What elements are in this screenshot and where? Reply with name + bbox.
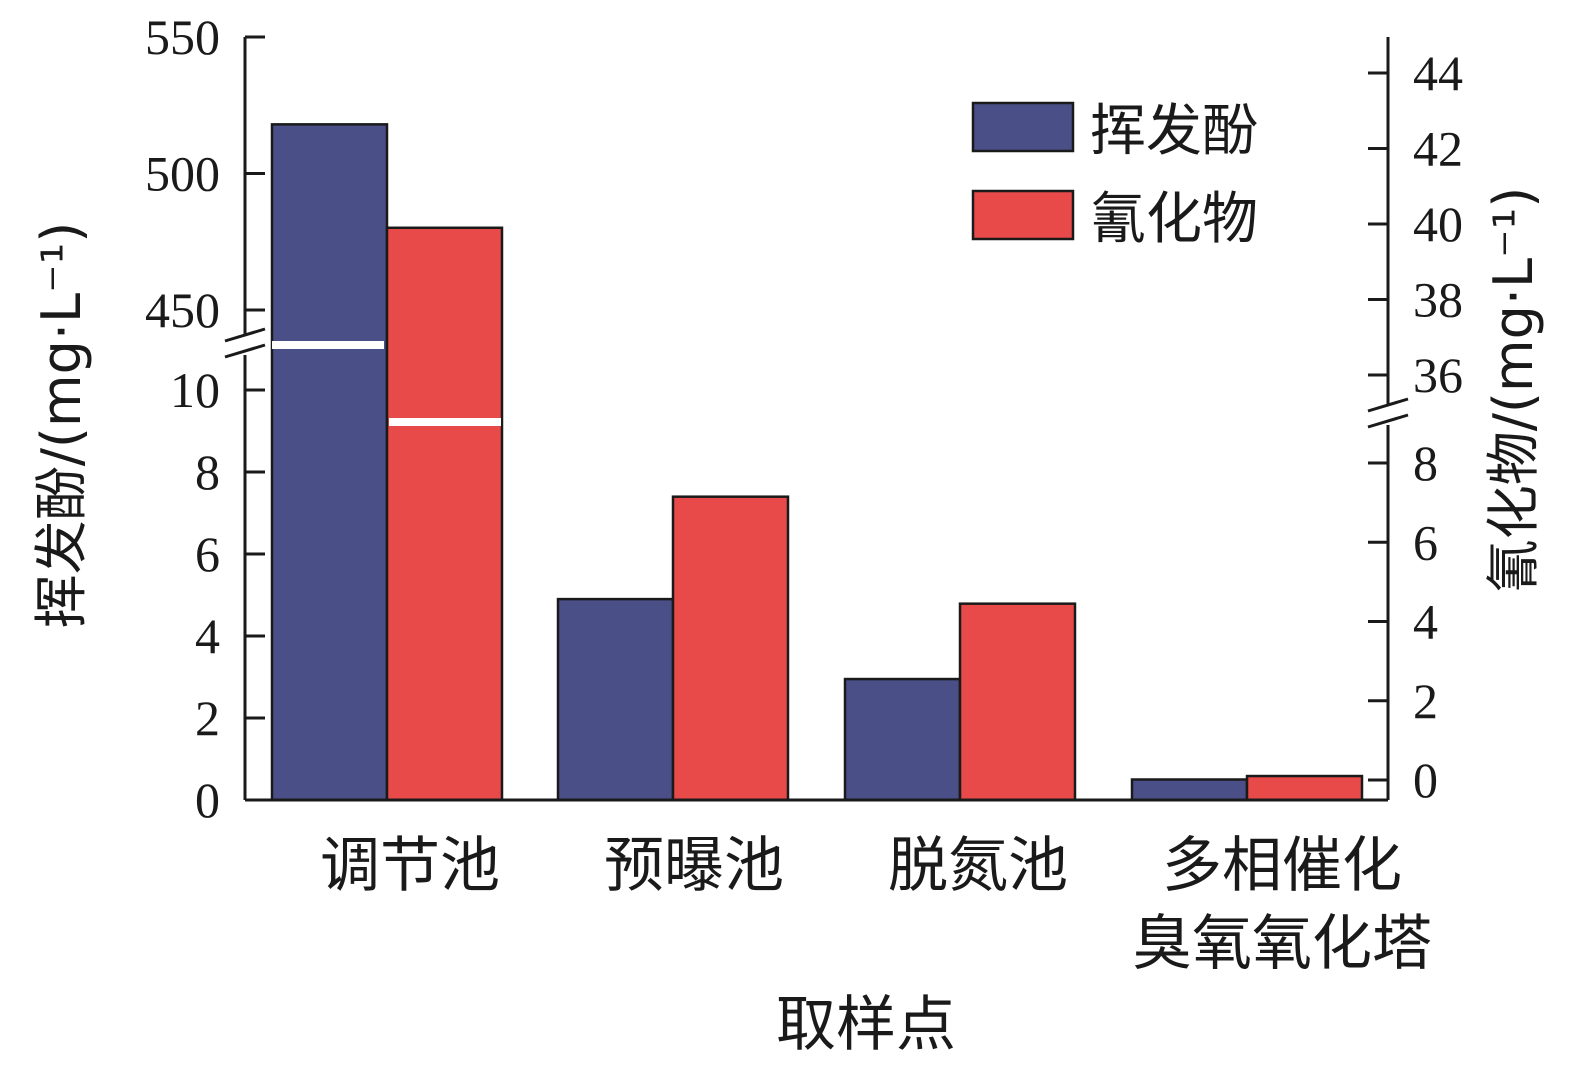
left-tick-450: 450 <box>145 282 220 338</box>
left-tick-4: 4 <box>195 608 220 664</box>
bars-layer <box>270 123 1364 802</box>
legend-swatch-1 <box>971 189 1075 241</box>
right-tick-4: 4 <box>1413 594 1438 650</box>
right-tick-42: 42 <box>1413 121 1463 177</box>
right-tick-2: 2 <box>1413 673 1438 729</box>
left-tick-550: 550 <box>145 9 220 65</box>
legend-label-1: 氰化物 <box>1090 187 1258 252</box>
bar-cyanide-3 <box>1245 774 1364 802</box>
right-tick-0: 0 <box>1413 752 1438 808</box>
category-label-2-0: 脱氮池 <box>888 831 1068 901</box>
right-tick-38: 38 <box>1413 272 1463 328</box>
left-tick-6: 6 <box>195 526 220 582</box>
left-tick-2: 2 <box>195 690 220 746</box>
left-y-axis-title: 挥发酚/(mg·L⁻¹) <box>30 222 93 629</box>
ticks-layer: 0 2 4 6 8 10 450 500 550 0 2 4 6 8 36 38 40 42 44 <box>145 9 1463 828</box>
right-tick-6: 6 <box>1413 514 1438 570</box>
left-axis-break-b <box>224 343 266 359</box>
bar-cyanide-1 <box>671 495 790 802</box>
left-tick-8: 8 <box>195 444 220 500</box>
category-label-3-1: 臭氧氧化塔 <box>1132 909 1432 979</box>
category-label-1-0: 预曝池 <box>604 831 784 901</box>
bar-phenol-3 <box>1130 778 1249 802</box>
category-label-0-0: 调节池 <box>320 831 500 901</box>
legend-swatch-0 <box>971 101 1075 153</box>
bar-phenol-1 <box>556 597 675 802</box>
bar-cyanide-0 <box>385 226 504 802</box>
right-y-axis-title: 氰化物/(mg·L⁻¹) <box>1482 187 1545 594</box>
left-tick-0: 0 <box>195 772 220 828</box>
left-tick-500: 500 <box>145 146 220 202</box>
right-axis-break-b <box>1367 413 1409 429</box>
left-tick-10: 10 <box>170 362 220 418</box>
bar-cyanide-2 <box>958 602 1077 802</box>
bar-phenol-2 <box>843 677 962 802</box>
left-axis-break-a <box>224 327 266 343</box>
right-tick-8: 8 <box>1413 435 1438 491</box>
right-tick-40: 40 <box>1413 196 1463 252</box>
bar-break-band-cyanide <box>389 418 501 426</box>
x-axis-title: 取样点 <box>776 990 956 1060</box>
category-label-3-0: 多相催化 <box>1162 831 1402 901</box>
right-axis-break-a <box>1367 397 1409 413</box>
axes-layer <box>224 37 1409 802</box>
legend-label-0: 挥发酚 <box>1090 99 1258 164</box>
right-tick-44: 44 <box>1413 45 1463 101</box>
bar-break-band-phenol <box>272 341 384 349</box>
bar-phenol-0 <box>270 123 389 802</box>
right-tick-36: 36 <box>1413 347 1463 403</box>
